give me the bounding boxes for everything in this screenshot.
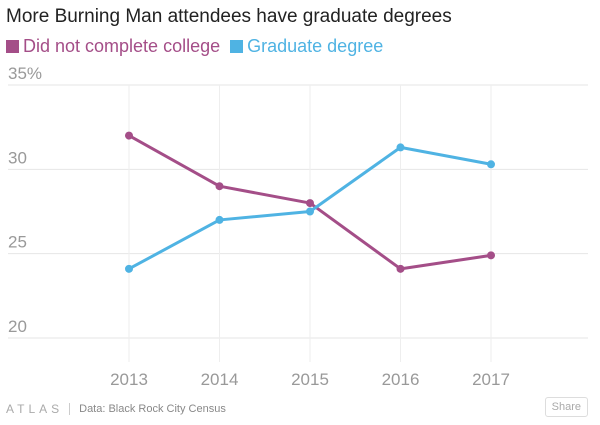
share-button[interactable]: Share bbox=[544, 397, 588, 417]
line-chart: 35% 30 25 20 2013 2014 2015 2016 2017 bbox=[8, 64, 588, 389]
x-tick-label-2017: 2017 bbox=[472, 370, 510, 389]
data-point-graduate-degree-2017 bbox=[487, 160, 495, 169]
x-tick-label-2015: 2015 bbox=[291, 370, 329, 389]
data-point-did-not-complete-college-2013 bbox=[125, 131, 133, 140]
legend: Did not complete college Graduate degree bbox=[6, 36, 393, 57]
y-tick-label-30: 30 bbox=[8, 148, 27, 167]
x-tick-label-2013: 2013 bbox=[110, 370, 148, 389]
data-point-did-not-complete-college-2016 bbox=[396, 264, 405, 273]
data-source: Data: Black Rock City Census bbox=[79, 403, 226, 415]
legend-swatch-graduate-degree bbox=[230, 40, 244, 53]
y-tick-label-25: 25 bbox=[8, 233, 27, 252]
data-point-did-not-complete-college-2014 bbox=[215, 182, 224, 191]
data-point-graduate-degree-2014 bbox=[215, 215, 224, 224]
legend-swatch-did-not-complete-college bbox=[6, 40, 19, 53]
y-tick-label-20: 20 bbox=[8, 317, 27, 336]
data-point-did-not-complete-college-2017 bbox=[487, 251, 495, 260]
chart-footer: ATLAS Data: Black Rock City Census bbox=[6, 399, 226, 419]
data-point-graduate-degree-2016 bbox=[396, 143, 405, 152]
legend-item-graduate-degree: Graduate degree bbox=[230, 36, 383, 57]
legend-label-did-not-complete-college: Did not complete college bbox=[23, 36, 221, 56]
y-tick-label-35: 35% bbox=[8, 64, 42, 83]
data-point-did-not-complete-college-2015 bbox=[306, 199, 314, 208]
data-point-graduate-degree-2015 bbox=[306, 207, 314, 216]
legend-label-graduate-degree: Graduate degree bbox=[247, 36, 384, 56]
atlas-logo: ATLAS bbox=[6, 402, 64, 416]
chart-title: More Burning Man attendees have graduate… bbox=[6, 6, 452, 27]
legend-item-did-not-complete-college: Did not complete college bbox=[6, 36, 220, 57]
data-point-graduate-degree-2013 bbox=[125, 264, 133, 273]
x-tick-label-2016: 2016 bbox=[382, 370, 420, 389]
footer-divider bbox=[69, 403, 71, 415]
x-tick-label-2014: 2014 bbox=[201, 370, 239, 389]
